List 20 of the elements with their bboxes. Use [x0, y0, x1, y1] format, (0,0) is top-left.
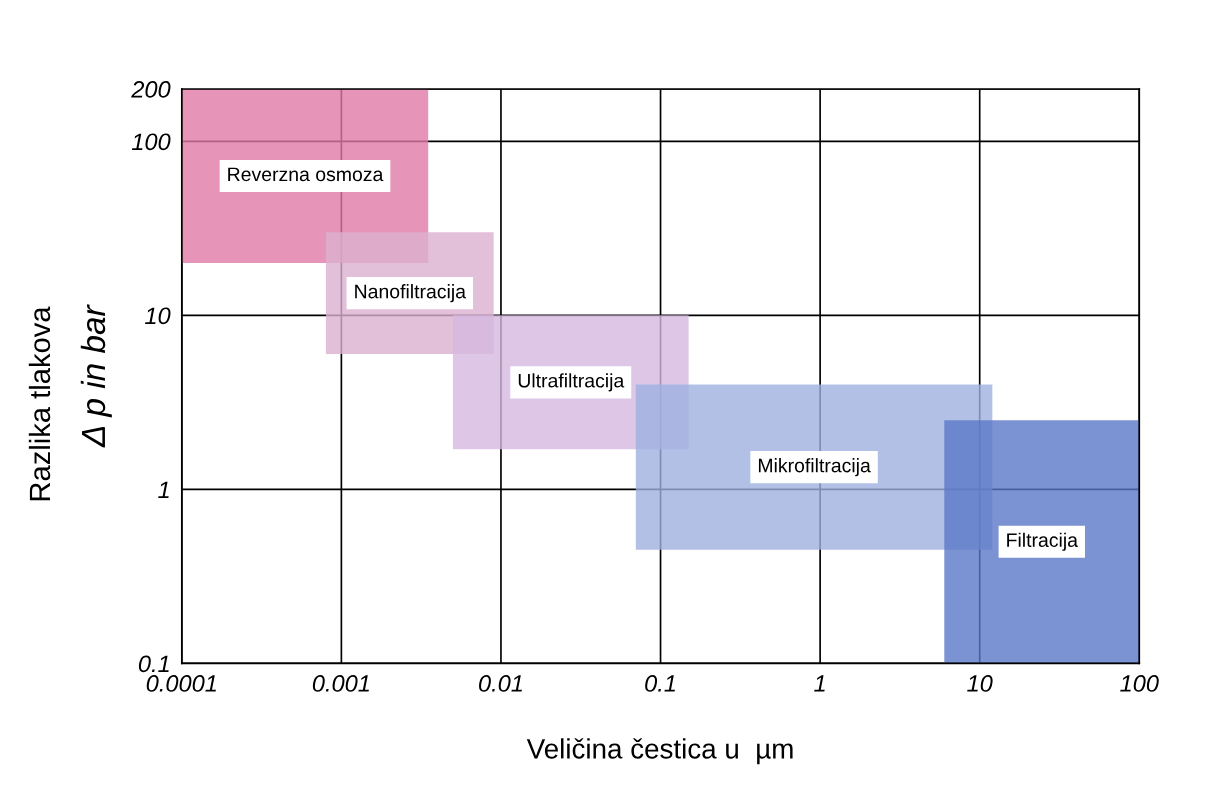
- x-axis-title: Veličina čestica u µm: [526, 738, 793, 765]
- y-tick-label: 10: [145, 307, 171, 325]
- x-tick-label: 0.0001: [146, 675, 216, 692]
- x-tick-label: 0.1: [645, 675, 675, 692]
- series-label: Nanofiltracija: [355, 284, 466, 303]
- series-label: Mikrofiltracija: [758, 458, 871, 477]
- x-tick-label: 1: [814, 675, 825, 692]
- series-label: Reverzna osmoza: [228, 167, 384, 182]
- x-tick-label: 0.001: [312, 675, 369, 692]
- series-label: Ultrafiltracija: [518, 373, 625, 392]
- y-tick-label: 200: [131, 81, 171, 98]
- x-tick-label: 100: [1120, 675, 1159, 692]
- x-tick-label: 10: [967, 675, 993, 692]
- x-tick-label: 0.01: [479, 675, 522, 692]
- text: Razlika tlakova: [28, 306, 51, 501]
- y-axis-title: Δ p in bar: [80, 304, 112, 448]
- series-label: Filtracija: [1007, 532, 1078, 551]
- y-tick-label: 1: [158, 481, 169, 498]
- y-tick-label: 0.1: [138, 655, 169, 673]
- y-tick-label: 100: [131, 133, 171, 151]
